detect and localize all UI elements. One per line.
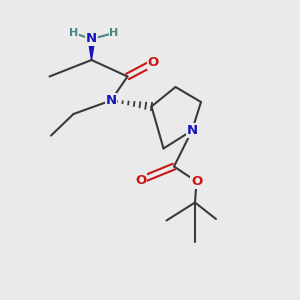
Text: H: H [110, 28, 118, 38]
Text: O: O [147, 56, 159, 70]
Text: N: N [186, 124, 198, 137]
Text: O: O [191, 175, 202, 188]
Polygon shape [88, 39, 95, 60]
Text: O: O [135, 173, 147, 187]
Text: N: N [86, 32, 97, 46]
Text: H: H [69, 28, 78, 38]
Text: N: N [105, 94, 117, 107]
